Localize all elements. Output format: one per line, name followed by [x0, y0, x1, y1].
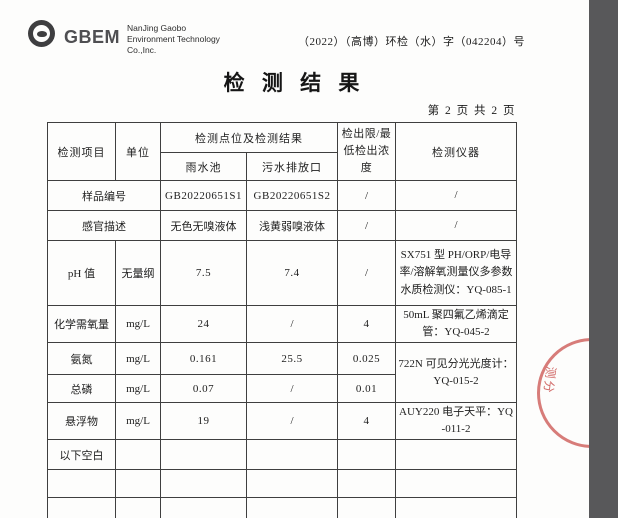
- empty-cell: [337, 497, 396, 518]
- seal-core-mark: [36, 30, 47, 37]
- col-header-unit: 单位: [115, 122, 161, 181]
- cell-unit: mg/L: [115, 374, 161, 404]
- table-row-cod: 化学需氧量 mg/L 24 / 4 50mL 聚四氟乙烯滴定管：YQ-045-2: [47, 304, 517, 344]
- table-row-empty: [47, 469, 517, 499]
- table-row-blank-below: 以下空白: [47, 439, 517, 471]
- cell-instrument: /: [395, 210, 517, 241]
- empty-cell: [160, 469, 247, 499]
- table-row-sample-id: 样品编号 GB20220651S1 GB20220651S2 / /: [47, 180, 517, 211]
- cell-sewage: 7.4: [246, 240, 338, 306]
- table-row-phosphorus: 总磷 mg/L 0.07 / 0.01: [47, 374, 517, 404]
- cell-limit: 0.025: [337, 342, 396, 376]
- header-row-1: 检测项目 单位 检测点位及检测结果 检出限/最低检出浓度 检测仪器: [47, 122, 517, 181]
- table-row-sensory: 感官描述 无色无嗅液体 浅黄弱嗅液体 / /: [47, 210, 517, 241]
- cell-instrument: 722N 可见分光光度计：YQ-015-2: [395, 342, 517, 404]
- results-table: 检测项目 单位 检测点位及检测结果 检出限/最低检出浓度 检测仪器 雨水池 污水…: [47, 122, 517, 518]
- seal-inner-ring: [33, 25, 50, 42]
- page-title: 检 测 结 果: [223, 71, 366, 95]
- empty-cell: [115, 469, 161, 499]
- col-header-rain-pool: 雨水池: [160, 152, 247, 181]
- table-row-ph: pH 值 无量纲 7.5 7.4 / SX751 型 PH/ORP/电导率/溶解…: [47, 240, 517, 306]
- cell-item: 悬浮物: [47, 402, 116, 441]
- empty-cell: [47, 497, 116, 518]
- cell-instrument: 50mL 聚四氟乙烯滴定管：YQ-045-2: [395, 304, 517, 344]
- scanned-report-page: GBEM NanJing Gaobo Environment Technolog…: [28, 20, 589, 518]
- cell-item: 氨氮: [47, 342, 116, 376]
- cell-item: 样品编号: [47, 180, 161, 211]
- cell-rain: 7.5: [160, 240, 247, 306]
- cell-instrument: /: [395, 180, 517, 211]
- cell-limit: /: [337, 240, 396, 306]
- empty-cell: [246, 469, 338, 499]
- col-header-instrument: 检测仪器: [395, 122, 517, 181]
- cell-rain: 24: [160, 304, 247, 344]
- red-seal-text: 测分: [540, 365, 559, 396]
- cell-instrument: SX751 型 PH/ORP/电导率/溶解氧测量仪多参数水质检测仪：YQ-085…: [395, 240, 517, 306]
- cell-unit: mg/L: [115, 402, 161, 441]
- cell-unit: mg/L: [115, 304, 161, 344]
- empty-cell: [337, 439, 396, 471]
- col-header-points-group: 检测点位及检测结果: [160, 122, 338, 153]
- cell-sewage: 浅黄弱嗅液体: [246, 210, 338, 241]
- company-line-2: Environment Technology: [127, 34, 220, 45]
- cell-item: 以下空白: [47, 439, 116, 471]
- table-row-ammonia: 氨氮 mg/L 0.161 25.5 0.025 722N 可见分光光度计：YQ…: [47, 342, 517, 404]
- page-indicator: 第 2 页 共 2 页: [427, 105, 516, 117]
- cell-limit: 4: [337, 402, 396, 441]
- cell-rain: 0.07: [160, 374, 247, 404]
- empty-cell: [246, 439, 338, 471]
- table-row-suspended-solids: 悬浮物 mg/L 19 / 4 AUY220 电子天平：YQ-011-2: [47, 402, 517, 441]
- cell-item: 化学需氧量: [47, 304, 116, 344]
- company-line-1: NanJing Gaobo: [127, 23, 187, 33]
- empty-cell: [115, 439, 161, 471]
- cell-sewage: /: [246, 304, 338, 344]
- col-header-sewage-outlet: 污水排放口: [246, 152, 338, 181]
- cell-unit: mg/L: [115, 342, 161, 376]
- cell-unit: 无量纲: [115, 240, 161, 306]
- cell-rain: 无色无嗅液体: [160, 210, 247, 241]
- col-header-detection-limit: 检出限/最低检出浓度: [337, 122, 396, 181]
- cell-limit: /: [337, 180, 396, 211]
- cell-sewage: 25.5: [246, 342, 338, 376]
- cell-rain: GB20220651S1: [160, 180, 247, 211]
- empty-cell: [337, 469, 396, 499]
- cell-limit: 4: [337, 304, 396, 344]
- cell-instrument: AUY220 电子天平：YQ-011-2: [395, 402, 517, 441]
- empty-cell: [160, 439, 247, 471]
- empty-cell: [395, 469, 517, 499]
- scan-background-strip: [589, 0, 618, 518]
- cell-rain: 19: [160, 402, 247, 441]
- empty-cell: [395, 439, 517, 471]
- header-row-2: 雨水池 污水排放口: [48, 152, 517, 181]
- empty-cell: [160, 497, 247, 518]
- table-row-empty: [47, 497, 517, 518]
- cell-limit: 0.01: [337, 374, 396, 404]
- company-line-3: Co.,Inc.: [127, 45, 157, 56]
- cell-item: 感官描述: [47, 210, 161, 241]
- cell-sewage: /: [246, 374, 338, 404]
- document-number: （2022）（高博）环检（水）字（042204）号: [298, 36, 525, 48]
- empty-cell: [115, 497, 161, 518]
- empty-cell: [395, 497, 517, 518]
- cell-item: 总磷: [47, 374, 116, 404]
- col-header-item: 检测项目: [47, 122, 116, 181]
- cell-limit: /: [337, 210, 396, 241]
- cell-sewage: /: [246, 402, 338, 441]
- gbem-seal-logo-icon: [28, 20, 55, 47]
- cell-rain: 0.161: [160, 342, 247, 376]
- cell-item: pH 值: [47, 240, 116, 306]
- logo-wordmark: GBEM: [64, 27, 120, 47]
- company-name: NanJing Gaobo Environment Technology Co.…: [127, 23, 220, 56]
- cell-sewage: GB20220651S2: [246, 180, 338, 211]
- empty-cell: [246, 497, 338, 518]
- empty-cell: [47, 469, 116, 499]
